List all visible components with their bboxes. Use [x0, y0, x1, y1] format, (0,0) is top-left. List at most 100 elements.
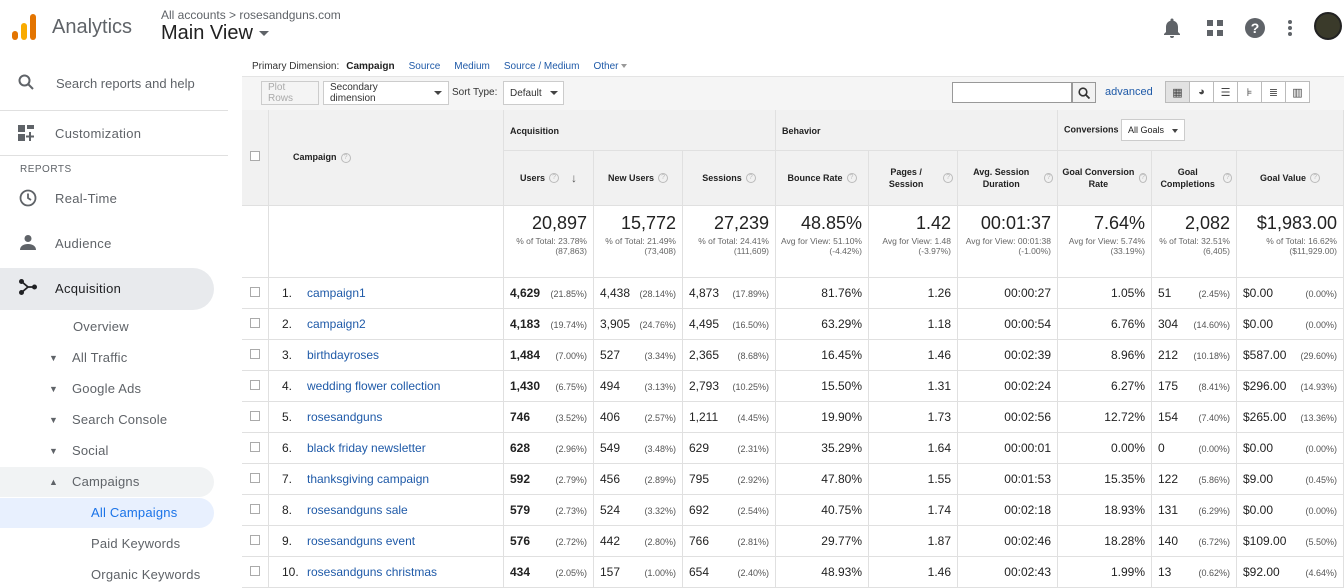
help-icon[interactable]: ? [745, 173, 756, 183]
sidebar-item-realtime[interactable]: Real-Time [0, 178, 214, 220]
help-icon[interactable]: ? [943, 173, 953, 183]
dimension-link-source[interactable]: Source [408, 60, 441, 72]
row-checkbox[interactable] [250, 411, 260, 421]
row-checkbox[interactable] [250, 566, 260, 576]
cell-content: $0.00 (0.00%) [1243, 317, 1337, 331]
cell-sessions: 795 (2.92%) [683, 464, 776, 495]
sidebar-sub-google-ads[interactable]: ▼ Google Ads [0, 374, 214, 404]
sidebar-sub-social[interactable]: ▼ Social [0, 436, 214, 466]
help-icon[interactable]: ? [549, 173, 560, 183]
header-users[interactable]: Users? ↓ [504, 151, 594, 206]
header-pages-session[interactable]: Pages / Session? [869, 151, 958, 206]
avatar[interactable] [1314, 12, 1342, 40]
help-icon[interactable]: ? [1044, 173, 1053, 183]
header-campaign[interactable]: Campaign? [269, 110, 504, 206]
campaign-link[interactable]: birthdayroses [307, 348, 380, 362]
cell-value: 1.26 [927, 286, 951, 300]
sort-desc-icon[interactable]: ↓ [571, 171, 578, 185]
table-search-input[interactable] [952, 82, 1072, 103]
search-reports[interactable]: Search reports and help [0, 56, 228, 111]
sidebar-sub-campaigns[interactable]: ▲ Campaigns [0, 467, 214, 497]
campaign-link[interactable]: rosesandguns christmas [307, 565, 438, 579]
analytics-logo-icon[interactable] [12, 14, 38, 40]
apps-grid-icon[interactable] [1199, 12, 1231, 44]
header-goal-value[interactable]: Goal Value? [1237, 151, 1344, 206]
pie-view-icon[interactable]: ◕ [1189, 81, 1214, 103]
total-value: 1.42 [915, 213, 951, 233]
header-goal-conv-rate[interactable]: Goal Conversion Rate? [1058, 151, 1152, 206]
secondary-dimension-select[interactable]: Secondary dimension [323, 81, 449, 105]
campaign-link[interactable]: rosesandguns [307, 410, 383, 424]
cell-value: 81.76% [821, 286, 862, 300]
dimension-link-other[interactable]: Other [593, 61, 627, 72]
row-checkbox[interactable] [250, 504, 260, 514]
row-checkbox[interactable] [250, 287, 260, 297]
campaign-link[interactable]: thanksgiving campaign [307, 472, 430, 486]
cell-percent: (14.60%) [1193, 320, 1230, 330]
plot-rows-button[interactable]: Plot Rows [261, 81, 319, 105]
performance-view-icon[interactable]: ☰ [1213, 81, 1238, 103]
campaign-link[interactable]: black friday newsletter [307, 441, 426, 455]
comparison-view-icon[interactable]: ⊧ [1237, 81, 1262, 103]
row-checkbox[interactable] [250, 318, 260, 328]
sidebar-item-acquisition[interactable]: Acquisition [0, 268, 214, 310]
campaign-link[interactable]: rosesandguns sale [307, 503, 408, 517]
header-label: Avg. Session Duration [973, 167, 1030, 189]
more-vert-icon[interactable] [1274, 12, 1306, 44]
term-cloud-view-icon[interactable]: ≣ [1261, 81, 1286, 103]
row-checkbox[interactable] [250, 473, 260, 483]
sort-type-select[interactable]: Default [503, 81, 564, 105]
sidebar-sub-all-campaigns[interactable]: All Campaigns [0, 498, 214, 528]
goal-selector[interactable]: All Goals [1121, 119, 1186, 141]
sidebar-sub-search-console[interactable]: ▼ Search Console [0, 405, 214, 435]
header-goal-completions[interactable]: Goal Completions? [1152, 151, 1237, 206]
account-breadcrumb[interactable]: All accounts > rosesandguns.com [161, 8, 341, 22]
cell-content: 1.05% [1111, 286, 1145, 300]
help-icon[interactable]: ? [1310, 173, 1321, 183]
cell-value: 456 [600, 472, 621, 486]
header-new-users[interactable]: New Users? [594, 151, 683, 206]
dimension-link-medium[interactable]: Medium [454, 60, 490, 72]
row-checkbox[interactable] [250, 349, 260, 359]
advanced-filter-link[interactable]: advanced [1105, 86, 1153, 98]
bell-icon[interactable] [1156, 12, 1188, 44]
cell-content: 00:02:39 [1004, 348, 1051, 362]
cell-value: 654 [689, 565, 710, 579]
table-view-icon[interactable]: ▦ [1165, 81, 1190, 103]
view-selector[interactable]: Main View [161, 22, 269, 45]
cell-percent: (2.40%) [737, 568, 769, 578]
sidebar-item-audience[interactable]: Audience [0, 223, 214, 265]
cell-value: 1.46 [927, 565, 951, 579]
pivot-view-icon[interactable]: ▥ [1285, 81, 1310, 103]
help-icon[interactable]: ? [658, 173, 669, 183]
header-campaign-label: Campaign [293, 152, 337, 162]
sidebar-sub-paid-keywords[interactable]: Paid Keywords [0, 529, 214, 559]
campaign-link[interactable]: rosesandguns event [307, 534, 416, 548]
sidebar-item-customization[interactable]: Customization [0, 112, 228, 156]
select-all-checkbox[interactable] [250, 151, 260, 161]
cell-goal-conv-rate: 12.72% [1058, 402, 1152, 433]
cell-content: 18.28% [1104, 534, 1145, 548]
row-number: 4. [282, 379, 293, 393]
row-checkbox[interactable] [250, 535, 260, 545]
dimension-link-source-medium[interactable]: Source / Medium [503, 60, 580, 72]
cell-pages-session: 1.64 [869, 433, 958, 464]
sidebar-sub-all-traffic[interactable]: ▼ All Traffic [0, 343, 214, 373]
header-avg-session-duration[interactable]: Avg. Session Duration? [958, 151, 1058, 206]
header-sessions[interactable]: Sessions? [683, 151, 776, 206]
row-checkbox[interactable] [250, 380, 260, 390]
help-icon[interactable]: ? [1239, 12, 1271, 44]
help-icon[interactable]: ? [846, 173, 857, 183]
search-icon[interactable] [1072, 82, 1096, 103]
sidebar-sub-organic-keywords[interactable]: Organic Keywords [0, 560, 214, 588]
row-checkbox[interactable] [250, 442, 260, 452]
help-icon[interactable]: ? [1138, 173, 1147, 183]
sidebar-sub-overview[interactable]: Overview [0, 312, 214, 342]
help-icon[interactable]: ? [1223, 173, 1232, 183]
header-bounce-rate[interactable]: Bounce Rate? [776, 151, 869, 206]
cell-content: 549 (3.48%) [600, 441, 676, 455]
campaign-link[interactable]: wedding flower collection [307, 379, 441, 393]
campaign-link[interactable]: campaign2 [307, 317, 366, 331]
help-icon[interactable]: ? [340, 152, 351, 163]
campaign-link[interactable]: campaign1 [307, 286, 366, 300]
